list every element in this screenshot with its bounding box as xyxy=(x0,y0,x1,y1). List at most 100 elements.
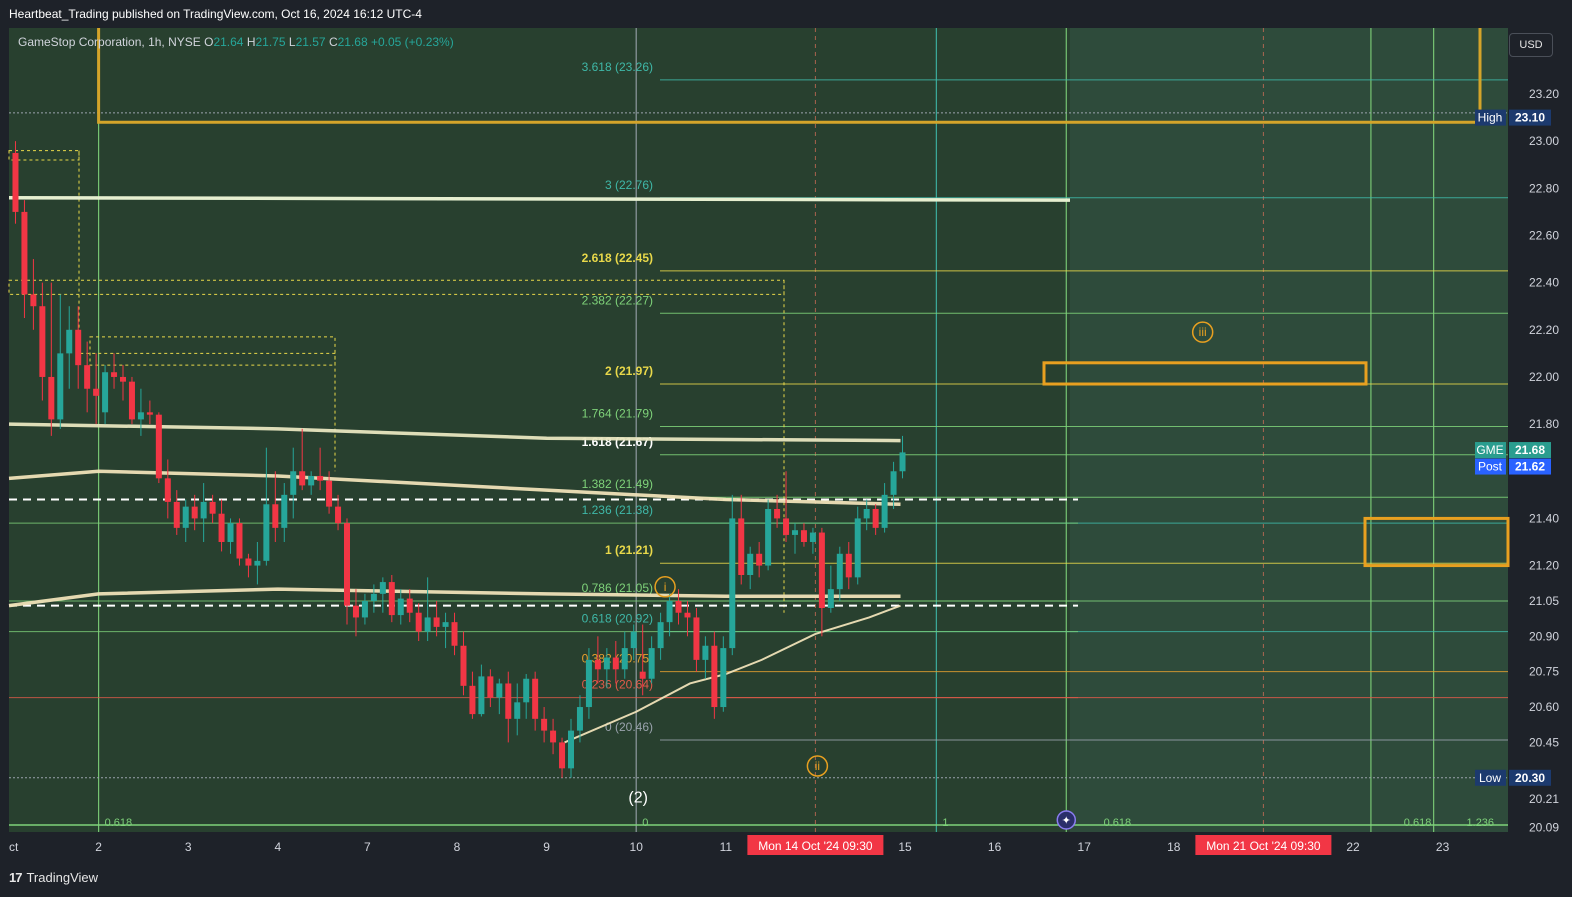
time-tick-label: 7 xyxy=(364,840,371,854)
candle-body xyxy=(272,504,279,528)
candle-body xyxy=(621,648,628,670)
candle-body xyxy=(326,480,333,507)
candle-body xyxy=(523,678,530,703)
candle-body xyxy=(792,530,798,535)
candle-body xyxy=(406,598,413,613)
candle-body xyxy=(290,471,297,495)
fib-level-label: 3 (22.76) xyxy=(605,178,653,192)
dashed-zone xyxy=(89,336,336,366)
high-label: H xyxy=(246,35,256,49)
price-tick-label: 22.00 xyxy=(1529,370,1559,384)
currency-button[interactable]: USD xyxy=(1509,33,1553,57)
candle-body xyxy=(514,702,521,719)
time-tick-label: 10 xyxy=(630,840,644,854)
candle-body xyxy=(702,645,709,660)
candle-body xyxy=(818,532,825,609)
time-tick-label: 17 xyxy=(1078,840,1092,854)
dashed-zone xyxy=(78,150,336,472)
price-chart[interactable]: 0.618 0 1 0.618 0.618 1.236 ✦ 3.618 (23.26) 3 (… xyxy=(0,28,1572,862)
candle-body xyxy=(57,353,64,420)
candle-body xyxy=(451,622,458,646)
candle-body xyxy=(102,372,109,413)
symbol-legend: GameStop Corporation, 1h, NYSE O21.64 H2… xyxy=(18,35,454,49)
candle-body xyxy=(496,683,503,698)
fib-time-label: 1 xyxy=(942,817,948,829)
price-tag-box xyxy=(1475,769,1506,786)
time-tick-label: 23 xyxy=(1436,840,1450,854)
price-tick-label: 22.20 xyxy=(1529,323,1559,337)
footer-bar: 17 TradingView xyxy=(0,862,1572,897)
candle-body xyxy=(245,558,252,566)
candle-body xyxy=(657,622,664,649)
candle-body xyxy=(93,388,100,396)
candle-body xyxy=(603,657,610,670)
candle-body xyxy=(12,152,19,212)
candle-body xyxy=(335,506,342,524)
candle-body xyxy=(137,412,144,420)
wave-label-2: (2) xyxy=(628,790,648,807)
candle-body xyxy=(845,553,852,578)
time-tick-label: 3 xyxy=(185,840,192,854)
dashed-levels xyxy=(9,498,1078,607)
candle-body xyxy=(747,553,754,576)
candle-body xyxy=(120,376,126,382)
candle-body xyxy=(863,508,870,519)
candle-body xyxy=(209,501,216,514)
price-tick-label: 20.90 xyxy=(1529,629,1559,643)
time-tick-label: 8 xyxy=(454,840,461,854)
price-tag-value-box xyxy=(1509,458,1551,475)
tradingview-logo[interactable]: 17 TradingView xyxy=(9,870,98,885)
candle-body xyxy=(836,553,843,590)
wave-label: ii xyxy=(815,759,820,773)
price-tick-label: 20.09 xyxy=(1529,820,1559,834)
low-value: 21.57 xyxy=(295,35,326,49)
candle-body xyxy=(684,612,691,618)
candle-body xyxy=(75,329,82,366)
price-tag-name: Low xyxy=(1479,771,1501,785)
candle-body xyxy=(155,414,162,479)
price-tick-label: 21.80 xyxy=(1529,417,1559,431)
price-tag-value-box xyxy=(1509,109,1551,126)
candle-body xyxy=(236,523,243,559)
open-value: 21.64 xyxy=(213,35,244,49)
target-box-right xyxy=(1363,516,1510,568)
candle-body xyxy=(729,518,736,649)
candle-body xyxy=(765,508,772,566)
candle-body xyxy=(738,518,745,576)
wave-marker xyxy=(1191,321,1214,343)
candle-body xyxy=(344,523,350,606)
candle-body xyxy=(576,707,583,731)
time-tick-label: 22 xyxy=(1346,840,1360,854)
time-highlight-box xyxy=(747,835,884,855)
candle-body xyxy=(675,600,682,613)
price-tag-box xyxy=(1475,442,1506,459)
projection-zone xyxy=(1070,28,1508,832)
price-tag-name: GME xyxy=(1476,443,1503,457)
candle-body xyxy=(783,518,790,535)
dashed-zone xyxy=(8,150,80,161)
time-tick-label: 18 xyxy=(1167,840,1181,854)
drawing-boxes xyxy=(8,28,1510,613)
candle-body xyxy=(182,506,189,528)
candle-body xyxy=(532,678,539,719)
price-tick-label: 22.60 xyxy=(1529,228,1559,242)
time-tick-label: 4 xyxy=(274,840,281,854)
fib-time-label: 0.618 xyxy=(1404,817,1432,829)
candle-body xyxy=(899,452,906,472)
wave-label: iii xyxy=(1199,325,1207,339)
candle-body xyxy=(460,645,467,686)
target-box-iii xyxy=(1042,361,1368,386)
candle-body xyxy=(541,718,548,731)
open-label: O xyxy=(204,35,214,49)
moving-average-ma4 xyxy=(564,604,901,744)
candle-body xyxy=(478,676,485,715)
moving-averages xyxy=(8,196,1071,744)
candle-body xyxy=(639,671,646,679)
time-highlight-box xyxy=(1195,835,1332,855)
price-tick-label: 20.60 xyxy=(1529,700,1559,714)
sparkle-icon-glyph: ✦ xyxy=(1062,815,1071,827)
time-highlight-label: Mon 21 Oct '24 09:30 xyxy=(1206,839,1321,853)
candle-body xyxy=(84,365,91,389)
